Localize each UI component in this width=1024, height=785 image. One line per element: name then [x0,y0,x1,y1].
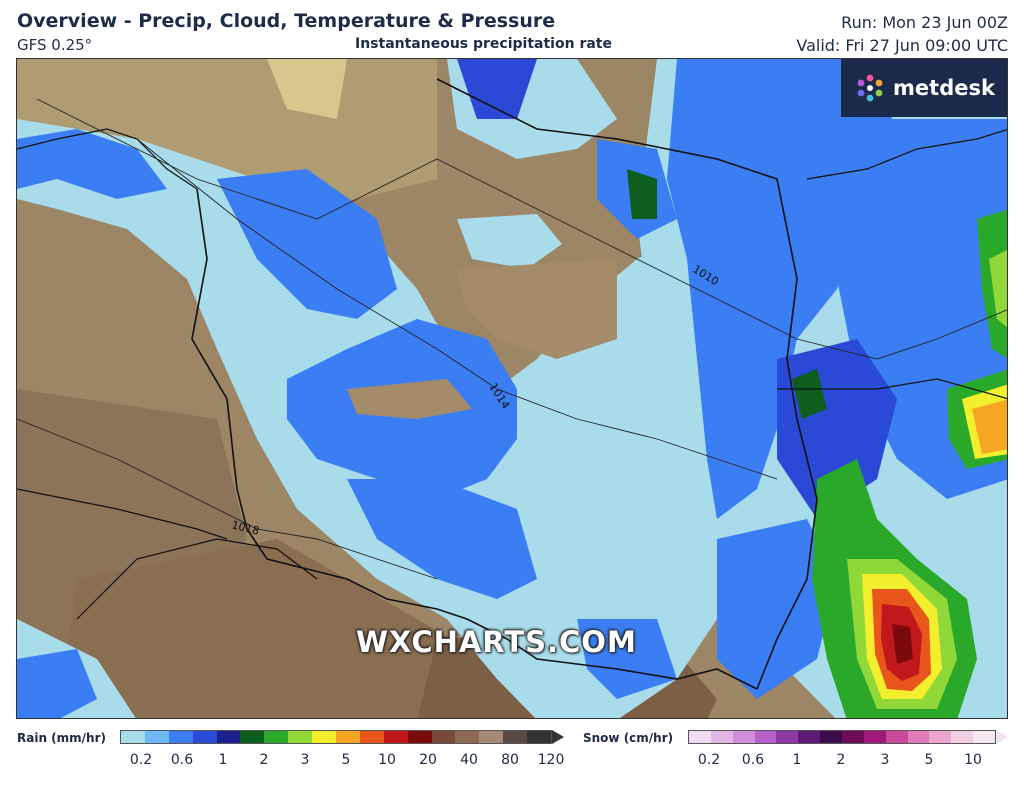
isobar-1010-line [36,98,1007,360]
rain-legend-swatch [264,731,289,743]
metdesk-logo: metdesk [841,59,1007,117]
snow-legend-tick: 1 [792,752,802,768]
rain-legend-tick: 2 [259,752,269,768]
rain-legend-tick: 10 [378,752,396,768]
storm-east-orange [972,399,1007,454]
rain-legend-tick: 80 [501,752,519,768]
rain-band-north-dark [457,59,537,119]
snow-legend-swatch [929,731,952,743]
snow-legend-swatch [689,731,711,743]
snow-legend-label: Snow (cm/hr) [583,731,674,745]
wxcharts-watermark: WXCHARTS.COM [356,625,637,659]
rain-legend-swatch [455,731,480,743]
rain-legend-label: Rain (mm/hr) [17,731,106,745]
rain-legend-swatch [216,731,241,743]
snow-legend-tick: 0.6 [741,752,765,768]
chart-title: Overview - Precip, Cloud, Temperature & … [17,10,556,32]
coastline-baltic [17,128,198,190]
rain-legend-swatch [288,731,313,743]
rain-legend-swatch [168,731,193,743]
chart-subtitle: Instantaneous precipitation rate [355,36,612,52]
land-hole-north-central [457,259,617,359]
isobar-1014-line [136,138,778,480]
rain-legend-swatch [359,731,384,743]
snow-legend-bar [688,730,996,744]
snow-legend-tick: 2 [836,752,846,768]
rain-band-southeast [717,519,837,699]
border-poland-south-west [191,188,758,690]
rain-legend-tick: 0.2 [129,752,153,768]
snow-legend-swatch [951,731,974,743]
land-hole-central [347,379,472,419]
rain-legend-swatch [312,731,337,743]
precipitation-map[interactable]: 1010 1014 1018 metdesk WXCHARTS.COM [16,58,1008,719]
rain-legend-swatch [121,731,145,743]
snow-legend-swatch [710,731,733,743]
map-canvas: 1010 1014 1018 [17,59,1007,718]
rain-band-south [347,479,537,599]
clear-hole-central [457,214,562,269]
rain-legend-tick: 20 [419,752,437,768]
snow-legend-swatch [776,731,799,743]
rain-band-coast [17,129,167,199]
rain-legend-arrow [552,730,564,744]
rain-legend-tick: 1 [218,752,228,768]
rain-cell-south [577,619,677,699]
storm-southeast-core [892,624,913,664]
rain-legend-swatch [407,731,432,743]
rain-cell-green-border [792,369,827,419]
valid-time: Valid: Fri 27 Jun 09:00 UTC [796,36,1008,55]
rain-legend-swatch [144,731,169,743]
snow-legend-swatch [732,731,755,743]
snow-legend-swatch [820,731,843,743]
rain-legend-swatch [383,731,408,743]
model-label: GFS 0.25° [17,36,93,54]
snow-legend-swatch [863,731,886,743]
rain-legend-swatch [192,731,217,743]
rain-legend-swatch [336,731,360,743]
snow-legend-tick: 5 [924,752,934,768]
rain-cell-lime-east [989,250,1007,328]
rain-legend-swatch [431,731,456,743]
snow-legend-tick: 3 [880,752,890,768]
isobar-1018-line [17,418,438,580]
terrain-light-patch [267,59,347,119]
rain-legend-swatch [527,731,552,743]
rain-legend-swatch [503,731,528,743]
border-czech [76,538,318,620]
snow-legend-swatch [842,731,864,743]
snow-legend-tick: 10 [964,752,982,768]
rain-legend-swatch [479,731,504,743]
rain-band-southwest [17,649,97,718]
rain-legend-tick: 40 [460,752,478,768]
border-poland-east [436,78,818,690]
rain-legend-tick: 3 [300,752,310,768]
snow-legend-tick: 0.2 [697,752,721,768]
snow-legend-swatch [798,731,821,743]
border-lithuania [806,128,1007,180]
snow-legend-swatch [754,731,777,743]
snow-legend-swatch [885,731,908,743]
rain-band-northwest [217,169,397,319]
border-belarus-ukraine [777,378,1007,400]
metdesk-flower-icon [857,74,883,102]
rain-legend-swatch [240,731,265,743]
rain-legend-tick: 0.6 [170,752,194,768]
rain-cell-green-north [627,169,657,219]
snow-legend-swatch [973,731,996,743]
snow-legend-swatch [907,731,930,743]
run-time: Run: Mon 23 Jun 00Z [841,13,1008,32]
snow-legend-arrow [996,730,1008,744]
rain-legend-tick: 5 [341,752,351,768]
rain-legend-tick: 120 [537,752,565,768]
border-germany [17,488,228,540]
rain-legend-bar [120,730,552,744]
metdesk-logo-text: metdesk [893,76,995,100]
terrain-south-mountains [57,539,536,718]
